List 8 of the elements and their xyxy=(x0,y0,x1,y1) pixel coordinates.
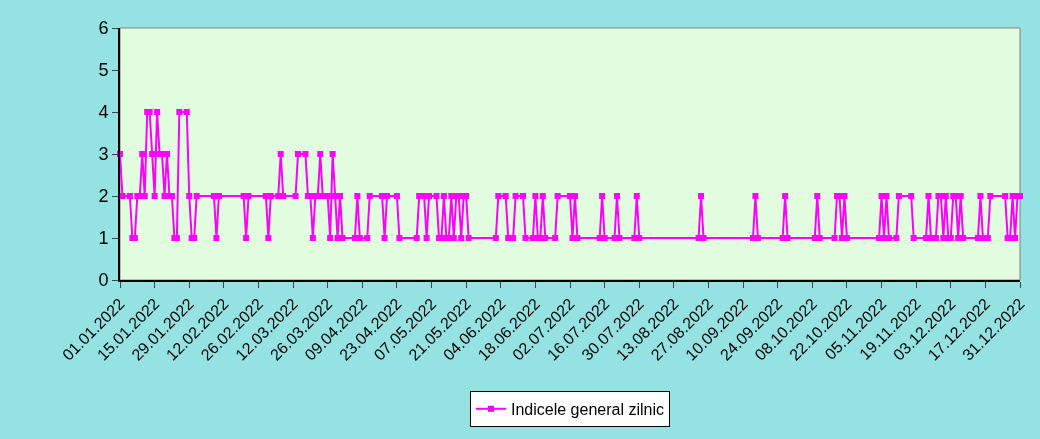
y-tick-label: 4 xyxy=(98,102,109,123)
legend-label: Indicele general zilnic xyxy=(511,401,664,419)
y-tick-label: 5 xyxy=(98,60,109,81)
y-tick-label: 2 xyxy=(98,186,109,207)
y-tick-label: 3 xyxy=(98,144,109,165)
y-tick-label: 6 xyxy=(98,18,109,39)
y-tick-label: 1 xyxy=(98,228,109,249)
y-tick-label: 0 xyxy=(98,270,109,291)
